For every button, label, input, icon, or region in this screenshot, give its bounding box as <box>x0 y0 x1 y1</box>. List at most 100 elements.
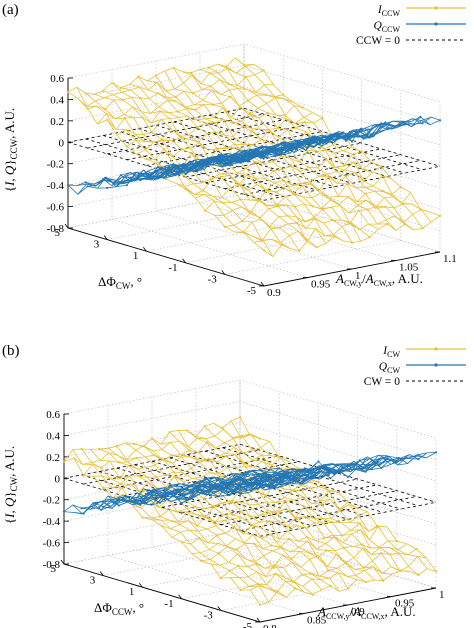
i-surface-line <box>72 449 270 603</box>
i-surface-point <box>260 454 263 457</box>
q-surface-point <box>174 489 177 492</box>
q-surface-point <box>258 482 262 485</box>
q-surface-point <box>211 487 214 490</box>
q-surface-point <box>368 136 371 139</box>
q-surface-point <box>362 137 365 140</box>
q-surface-line <box>107 476 305 503</box>
i-surface-point <box>342 546 346 549</box>
q-surface-point <box>219 161 222 164</box>
y-gridline <box>155 61 353 270</box>
i-surface-point <box>284 114 287 117</box>
panel-b-label: (b) <box>2 343 20 359</box>
q-surface-point <box>192 492 195 495</box>
q-surface-point <box>241 160 244 163</box>
q-surface-point <box>260 145 264 148</box>
i-surface-point <box>274 190 277 194</box>
q-surface-point <box>237 159 240 162</box>
q-surface-point <box>360 467 363 470</box>
panel-a-label: (a) <box>2 2 19 18</box>
legend-zero: CCW = 0 <box>356 35 400 47</box>
q-surface-point <box>119 174 122 177</box>
i-surface-point <box>274 572 277 575</box>
q-surface-point <box>284 476 287 479</box>
q-surface-point <box>227 162 230 165</box>
x-tick-label: -1 <box>168 262 177 274</box>
q-surface-point <box>415 454 418 457</box>
panel-b: (b) 0.60.40.20-0.2-0.4-0.6-0.8531-1-3-50… <box>2 343 466 628</box>
x-tick <box>99 571 104 576</box>
x-gridline <box>224 90 402 275</box>
q-surface-point <box>139 179 142 182</box>
i-surface-point <box>164 178 168 181</box>
q-surface-point <box>256 152 260 155</box>
i-surface-point <box>296 222 299 225</box>
i-surface-point <box>223 441 226 444</box>
i-surface-point <box>321 517 324 520</box>
q-surface-point <box>254 148 258 151</box>
x-tick <box>103 235 108 240</box>
i-surface-point <box>421 227 424 230</box>
x-tick <box>60 559 65 565</box>
i-surface-point <box>264 93 267 96</box>
i-surface-point <box>233 525 236 529</box>
q-surface-point <box>268 485 271 488</box>
q-surface-point <box>260 469 263 472</box>
q-surface-point <box>340 132 344 135</box>
i-surface-point <box>323 147 326 150</box>
i-surface-point <box>268 129 271 133</box>
i-surface-point <box>415 548 418 551</box>
q-surface-point <box>164 175 168 178</box>
q-surface-point <box>286 144 289 147</box>
i-surface-point <box>317 480 320 483</box>
q-surface-point <box>172 495 175 498</box>
i-surface-point <box>360 543 363 546</box>
q-surface-point <box>284 141 287 144</box>
q-surface-point <box>139 503 142 506</box>
q-surface-point <box>231 490 234 493</box>
i-surface-point <box>231 121 234 124</box>
i-surface-point <box>150 437 154 440</box>
q-surface-point <box>180 171 183 174</box>
i-surface-point <box>333 235 336 238</box>
q-surface-point <box>417 458 420 461</box>
q-surface-point <box>342 137 346 140</box>
q-surface-point <box>274 155 277 158</box>
i-surface-point <box>301 106 304 109</box>
legend-q-cw: QCW <box>379 361 401 375</box>
z-gridline <box>67 193 441 253</box>
i-surface-point <box>305 535 308 539</box>
q-surface-point <box>225 486 228 489</box>
i-surface-point <box>200 559 203 562</box>
i-surface-line <box>195 436 393 575</box>
i-surface-point <box>239 198 242 201</box>
i-surface-point <box>336 491 340 494</box>
i-surface-point <box>262 69 265 72</box>
q-surface-point <box>150 489 154 492</box>
q-surface-point <box>145 173 148 176</box>
y-gridline <box>195 388 393 597</box>
q-surface-point <box>244 481 248 484</box>
q-surface-point <box>307 477 310 480</box>
i-surface-point <box>217 552 220 555</box>
i-surface-point <box>329 584 332 588</box>
q-surface-point <box>278 148 281 151</box>
q-surface-point <box>242 155 246 158</box>
q-surface-point <box>346 133 350 136</box>
q-surface-point <box>192 167 195 170</box>
q-surface-point <box>364 134 367 137</box>
q-surface-point <box>262 477 265 480</box>
q-surface-point <box>323 465 326 468</box>
q-surface-point <box>227 482 230 485</box>
i-surface-point <box>395 540 398 543</box>
i-surface-point <box>292 191 295 194</box>
q-surface-point <box>182 162 185 166</box>
q-surface-point <box>121 181 124 184</box>
i-surface-point <box>309 572 312 575</box>
z-tick-label: -0.4 <box>47 180 65 192</box>
q-surface-point <box>421 122 424 125</box>
q-surface-point <box>213 157 216 160</box>
q-surface-point <box>292 146 295 149</box>
i-surface-point <box>215 147 218 150</box>
zero-plane-line <box>239 443 437 503</box>
